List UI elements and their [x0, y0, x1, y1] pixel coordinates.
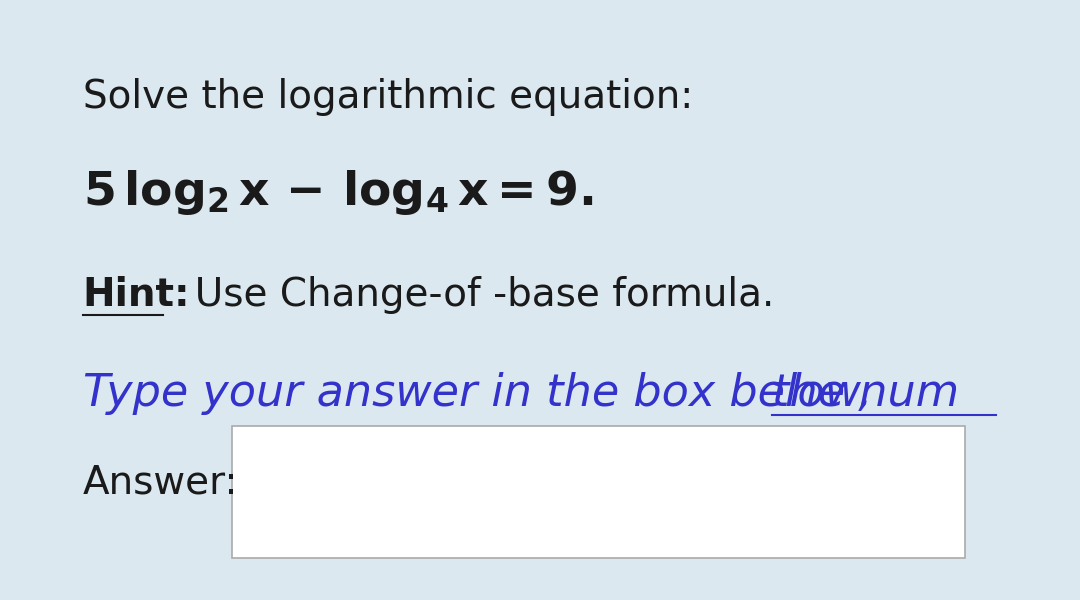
Text: Type your answer in the box below,: Type your answer in the box below, [82, 372, 900, 415]
Text: the num: the num [772, 372, 959, 415]
Text: Hint:: Hint: [82, 276, 190, 314]
Text: Use Change-of -base formula.: Use Change-of -base formula. [171, 276, 774, 314]
Text: Answer:: Answer: [82, 464, 238, 502]
Text: $\mathbf{5\,log_{2}\,x\,-\,log_{4}\,x = 9.}$: $\mathbf{5\,log_{2}\,x\,-\,log_{4}\,x = … [82, 168, 593, 217]
Text: Solve the logarithmic equation:: Solve the logarithmic equation: [82, 78, 693, 116]
FancyBboxPatch shape [232, 426, 966, 558]
